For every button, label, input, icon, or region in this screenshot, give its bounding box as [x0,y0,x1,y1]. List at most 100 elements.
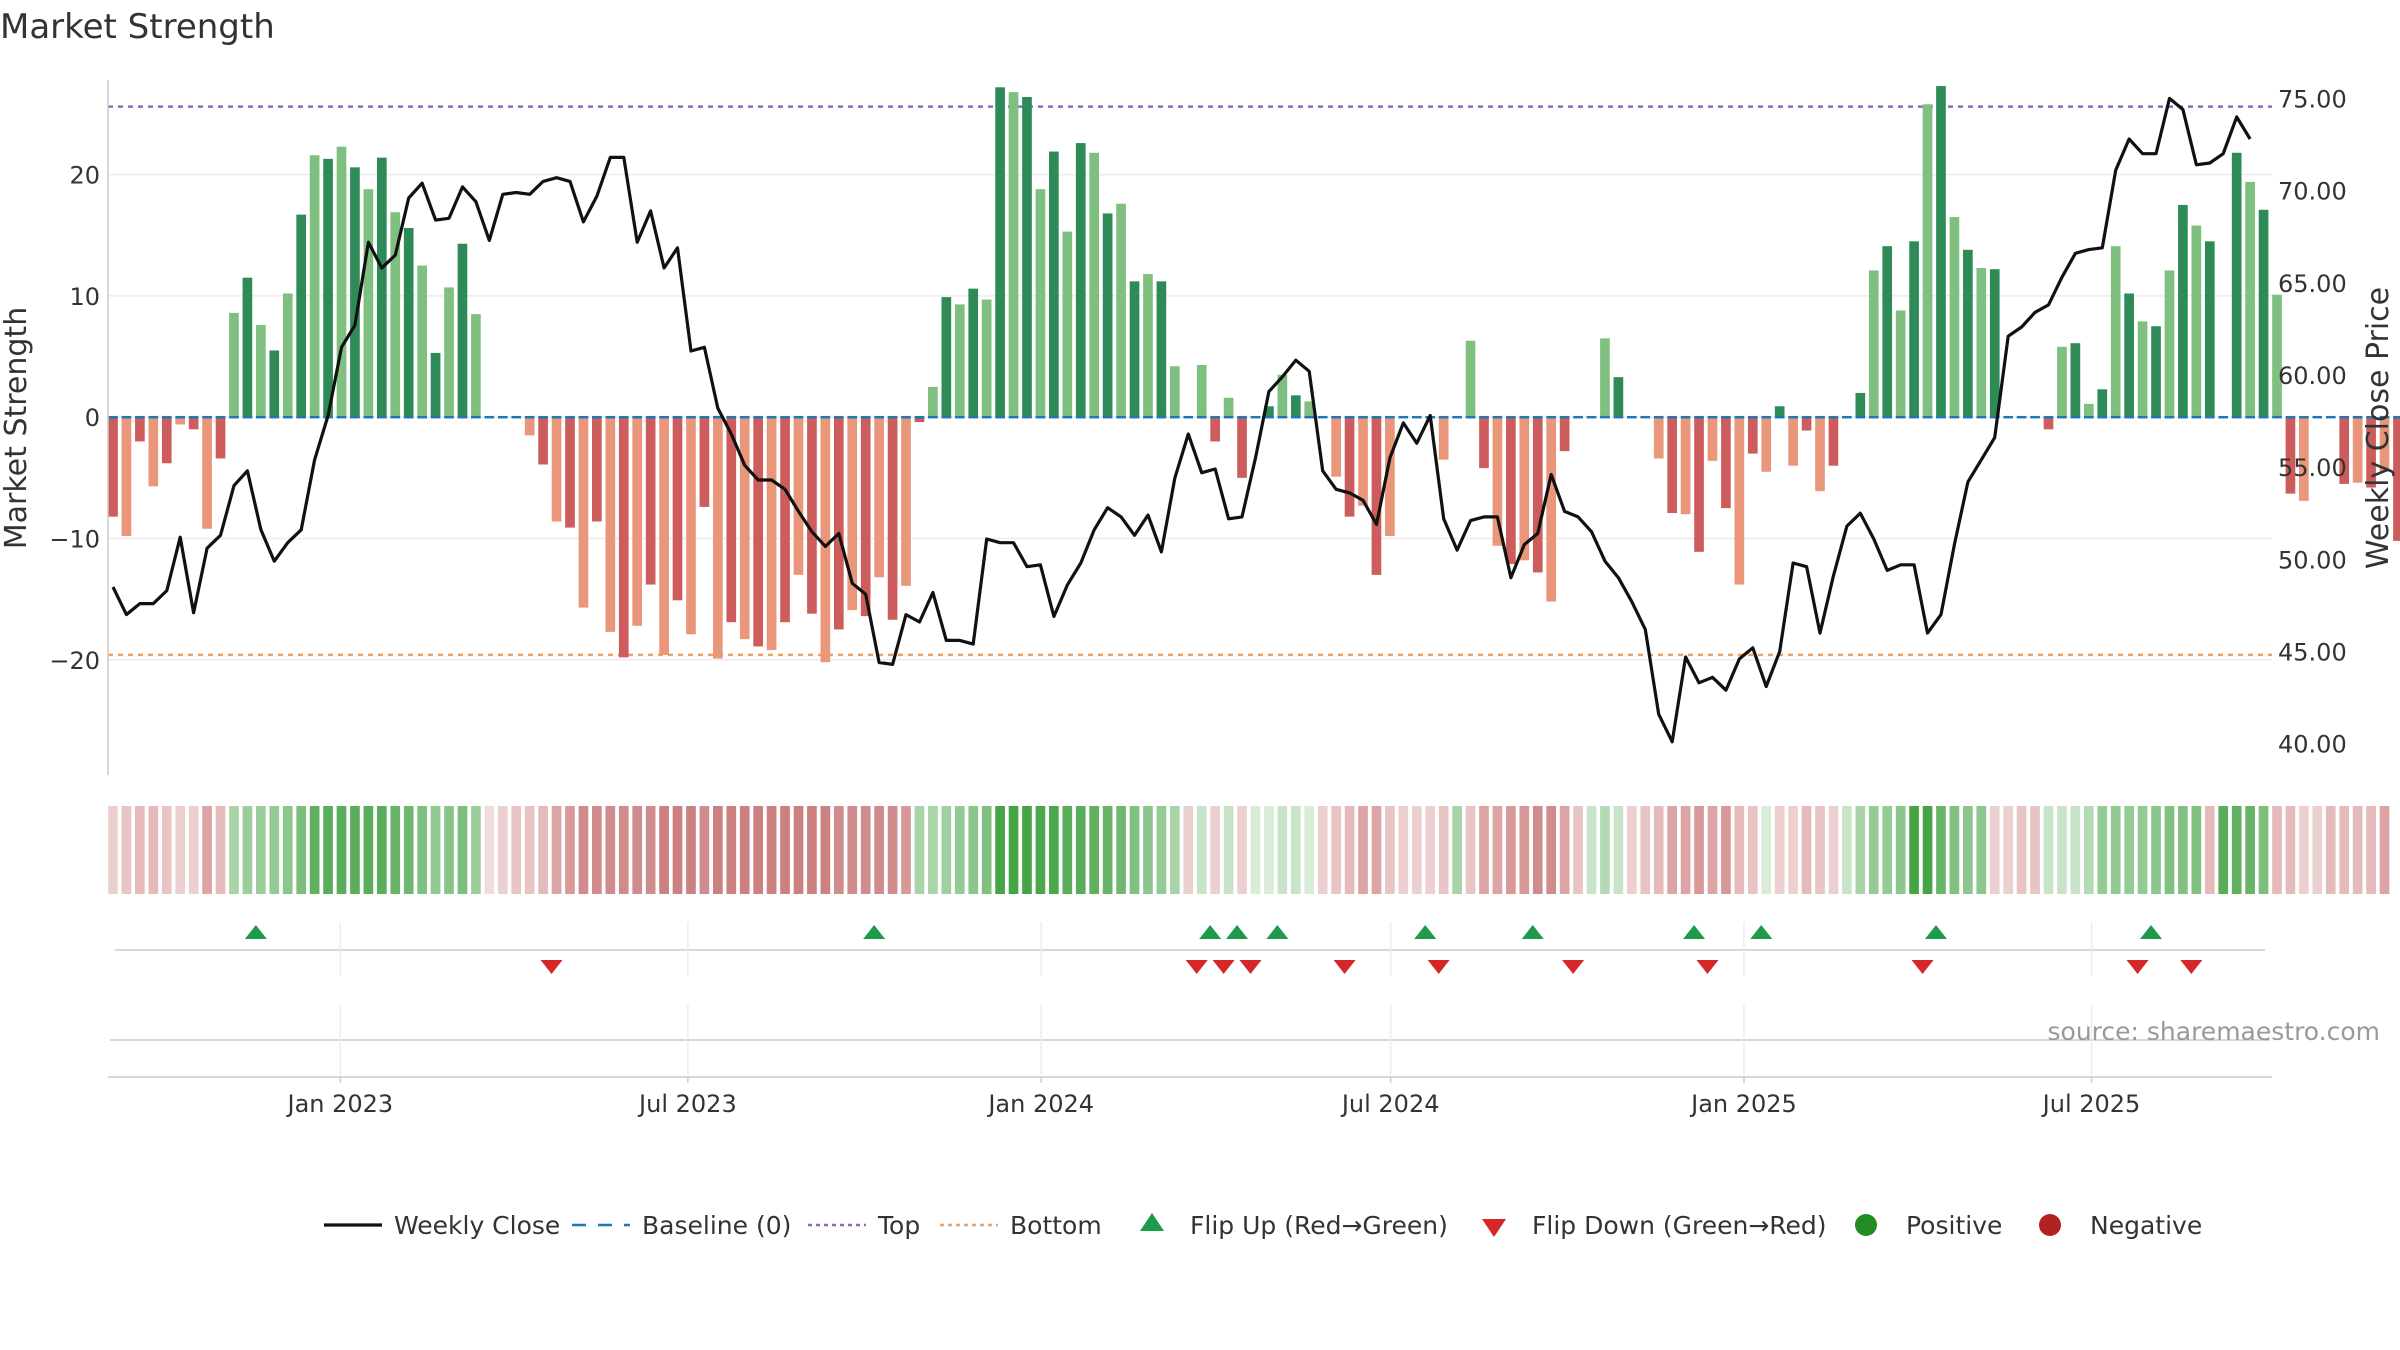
flip-up-marker [1750,925,1773,939]
status-cell [524,806,535,894]
strength-bar [2339,417,2350,484]
status-cell [713,806,723,894]
strength-bar [981,299,992,418]
strength-bar [1909,241,1919,418]
strength-bar [2272,294,2282,418]
strength-bar [565,417,575,528]
status-cell [901,806,911,894]
status-cell [1129,806,1140,894]
status-cell [1989,806,2000,894]
weekly-close-line [111,96,2252,744]
strength-bar [108,417,118,517]
strength-bar [1237,417,1247,478]
x-tick-label: Jan 2025 [1689,1090,1797,1118]
status-cell [1895,806,1906,894]
flip-up-marker [244,925,267,939]
status-cell [1210,806,1221,894]
strength-bar [2366,417,2376,488]
y2-tick-label: 60.00 [2278,362,2347,390]
status-cell [1358,806,1368,894]
status-cell [336,806,347,894]
strength-bar [551,417,562,522]
status-cell [1586,806,1597,894]
strength-bar [2379,417,2390,472]
status-cell [2178,806,2188,894]
strength-bar [1344,417,1355,517]
strength-bar [1210,417,1221,442]
status-cell [1143,806,1153,894]
strength-bar [1936,86,1946,418]
strength-bar [403,227,414,418]
x-tick-label: Jul 2023 [637,1090,737,1118]
y-tick-label: 20 [69,162,100,190]
strength-bar [309,155,320,418]
y2-tick-label: 70.00 [2278,178,2347,206]
legend-label: Bottom [1010,1211,1102,1240]
status-cell [659,806,669,894]
status-cell [887,806,898,894]
strength-bar [2285,417,2296,494]
strength-bar [1196,365,1207,418]
strength-bar [874,417,884,578]
strength-bar [2352,417,2363,483]
status-cell [699,806,710,894]
status-cell [1761,806,1772,894]
strength-bar [833,417,844,630]
strength-bar [323,158,333,418]
strength-bar [1075,143,1086,418]
status-cell [175,806,186,894]
status-cell [2003,806,2014,894]
status-cell [282,806,293,894]
status-cell [766,806,777,894]
strength-bar [1102,213,1113,418]
status-cell [242,806,253,894]
strength-bar [161,417,172,464]
status-cell [1438,806,1449,894]
flip-up-marker [1924,925,1947,939]
status-cell [928,806,938,894]
status-cell [296,806,307,894]
status-cell [1734,806,1745,894]
strength-bar [753,417,764,647]
status-cell [1116,806,1126,894]
strength-bar [1922,104,1933,418]
status-cell [2110,806,2121,894]
status-cell [1828,806,1839,894]
status-cell [2258,806,2269,894]
status-cell [148,806,159,894]
status-cell [135,806,145,894]
status-cell [1532,806,1543,894]
strength-bar [1653,417,1664,459]
status-cell [471,806,481,894]
status-cell [578,806,589,894]
strength-bar [941,297,952,418]
strength-bar [968,288,979,418]
strength-bar [766,417,777,651]
status-cell [2164,806,2175,894]
status-cell [376,806,387,894]
status-cell [497,806,508,894]
status-cell [2299,806,2309,894]
status-cell [1922,806,1933,894]
flip-markers [115,922,2265,976]
status-cell [256,806,266,894]
status-cell [1573,806,1583,894]
strength-bar [645,417,656,585]
axes: 20 10 0 −10 −20 75.00 70.00 65.00 60.00 55.00 50.0… [49,80,2347,775]
strength-bar [121,417,132,537]
strength-bar [1143,274,1153,418]
status-cell [2083,806,2094,894]
strength-bar [860,417,871,617]
status-cell [1196,806,1207,894]
strength-bar [188,417,199,430]
strength-bar [1371,417,1382,575]
flip-down-marker [1185,960,1208,974]
strength-bar [1264,406,1274,418]
strength-bar [1519,417,1530,561]
strength-bar [1882,246,1893,418]
y2-tick-label: 65.00 [2278,270,2347,298]
strength-bar [1963,249,1973,418]
status-cell [1747,806,1758,894]
status-cell [1385,806,1395,894]
strength-bar [1613,377,1624,418]
